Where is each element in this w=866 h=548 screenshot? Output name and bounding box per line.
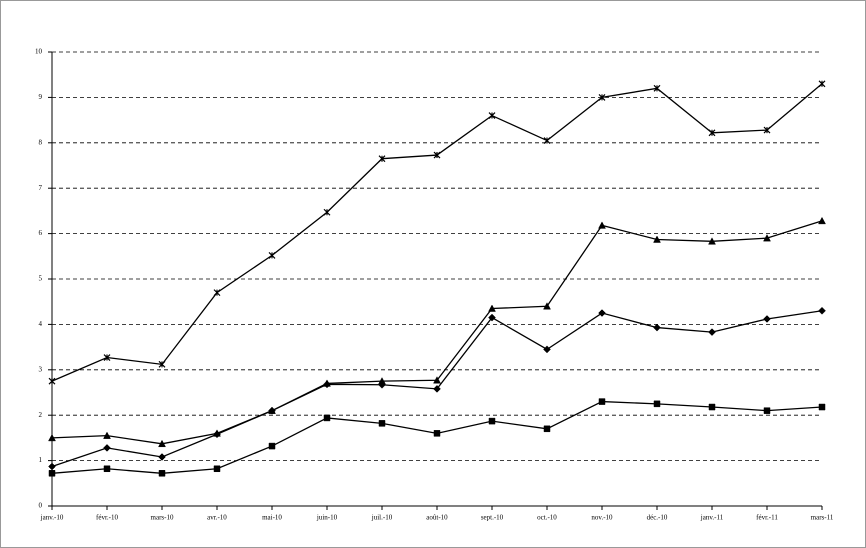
data-marker [818, 80, 826, 88]
x-tick-label: oct.-10 [537, 514, 557, 522]
data-marker [653, 84, 661, 92]
data-marker [48, 470, 56, 477]
data-marker [378, 155, 386, 163]
data-marker [103, 354, 111, 361]
data-marker [653, 235, 661, 243]
data-marker [48, 377, 56, 385]
x-tick-label: juil.-10 [371, 514, 393, 522]
x-tick-label: févr.-11 [756, 514, 778, 522]
data-marker [818, 403, 826, 411]
y-tick-label: 9 [39, 93, 43, 101]
data-marker [488, 304, 496, 312]
x-tick-label: nov.-10 [591, 514, 613, 522]
x-tick-label: déc.-10 [647, 514, 668, 522]
x-tick-label: mars-11 [811, 514, 834, 522]
x-tick-label: sept.-10 [481, 514, 504, 522]
y-tick-label: 5 [39, 275, 43, 283]
x-tick-label: mars-10 [151, 514, 174, 522]
x-tick-label: avr.-10 [207, 514, 227, 522]
data-marker [598, 309, 606, 317]
data-marker [763, 315, 771, 323]
y-tick-label: 10 [35, 48, 43, 56]
data-marker [763, 407, 771, 414]
y-tick-label: 4 [39, 320, 43, 328]
data-marker [213, 289, 221, 297]
data-marker [598, 93, 606, 101]
data-marker [268, 251, 276, 259]
data-marker [818, 216, 826, 225]
data-marker [213, 430, 221, 439]
y-tick-label: 7 [39, 184, 43, 192]
x-tick-label: janv.-10 [40, 514, 64, 522]
data-marker [48, 433, 56, 442]
data-marker [103, 444, 111, 452]
data-marker [158, 360, 166, 368]
data-marker [213, 465, 221, 473]
data-marker [323, 414, 331, 422]
data-marker [653, 400, 661, 408]
data-marker [158, 470, 166, 477]
data-marker [488, 112, 496, 119]
x-tick-label: août-10 [426, 514, 448, 522]
data-marker [763, 234, 771, 242]
y-tick-label: 6 [39, 229, 43, 237]
y-tick-label: 8 [39, 138, 43, 146]
data-marker [543, 137, 551, 144]
y-tick-label: 0 [39, 502, 43, 510]
x-tick-label: janv.-11 [700, 514, 724, 522]
data-marker [708, 129, 716, 137]
data-marker [708, 403, 716, 411]
y-tick-label: 2 [39, 411, 43, 419]
data-marker [708, 328, 716, 336]
data-marker [488, 417, 496, 425]
data-marker [543, 302, 551, 310]
data-marker [103, 431, 111, 439]
x-tick-label: févr.-10 [96, 514, 118, 522]
y-tick-label: 3 [39, 365, 43, 373]
data-marker [158, 439, 166, 448]
data-marker [378, 380, 386, 389]
data-marker [488, 313, 496, 322]
data-marker [598, 398, 606, 405]
data-marker [708, 237, 716, 245]
data-marker [653, 323, 661, 332]
data-marker [543, 345, 551, 354]
data-marker [433, 430, 441, 437]
x-tick-label: mai-10 [262, 514, 282, 522]
data-marker [763, 126, 771, 134]
data-marker [48, 462, 56, 471]
data-marker [268, 442, 276, 450]
data-marker [323, 380, 331, 389]
data-marker [433, 151, 441, 159]
x-tick-label: juin-10 [316, 514, 338, 522]
data-marker [433, 376, 441, 384]
data-marker [158, 453, 166, 461]
data-marker [433, 385, 441, 393]
data-marker [378, 420, 386, 427]
data-marker [818, 306, 826, 315]
data-marker [103, 465, 111, 473]
data-marker [598, 221, 606, 229]
data-marker [268, 406, 276, 415]
data-marker [323, 208, 331, 216]
y-tick-label: 1 [39, 456, 43, 464]
data-marker [543, 425, 551, 433]
